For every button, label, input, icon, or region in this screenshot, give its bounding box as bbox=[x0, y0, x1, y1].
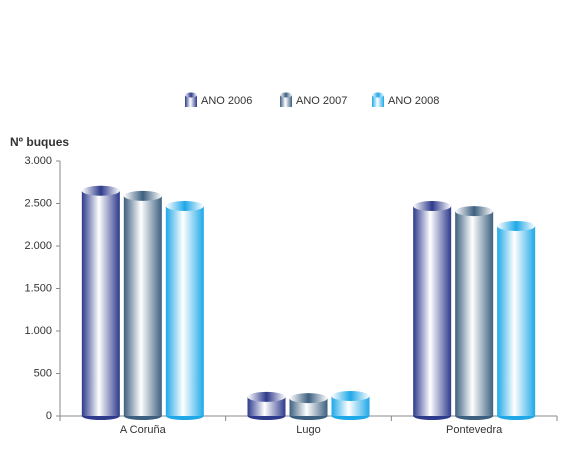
bar-top bbox=[247, 391, 286, 402]
bar bbox=[165, 206, 204, 416]
y-axis-title: Nº buques bbox=[10, 135, 69, 149]
legend-swatch bbox=[185, 95, 197, 107]
bar-top bbox=[81, 185, 120, 196]
bar bbox=[413, 206, 452, 416]
y-tick-label: 2.000 bbox=[24, 240, 52, 252]
bar-top bbox=[497, 221, 536, 232]
y-tick-label: 1.000 bbox=[24, 325, 52, 337]
bar bbox=[331, 396, 370, 416]
legend-label: ANO 2008 bbox=[388, 95, 439, 107]
bar-top bbox=[331, 391, 370, 402]
x-tick-label: Pontevedra bbox=[446, 424, 503, 436]
bar-top bbox=[165, 201, 204, 212]
legend-swatch-top bbox=[280, 92, 292, 98]
y-tick-label: 3.000 bbox=[24, 155, 52, 167]
legend-swatch bbox=[372, 95, 384, 107]
bar bbox=[289, 398, 328, 416]
bar bbox=[123, 195, 162, 416]
bar-top bbox=[289, 393, 328, 404]
legend-swatch bbox=[280, 95, 292, 107]
bar-top bbox=[413, 201, 452, 212]
y-tick-label: 0 bbox=[46, 410, 52, 422]
bar bbox=[497, 226, 536, 416]
legend-swatch-top bbox=[372, 92, 384, 98]
bar bbox=[455, 211, 494, 416]
y-tick-label: 2.500 bbox=[24, 197, 52, 209]
bar-top bbox=[455, 206, 494, 217]
legend-label: ANO 2007 bbox=[296, 95, 347, 107]
x-tick-label: A Coruña bbox=[120, 424, 167, 436]
bar bbox=[247, 396, 286, 416]
legend-label: ANO 2006 bbox=[201, 95, 252, 107]
bar-top bbox=[123, 190, 162, 201]
legend-swatch-top bbox=[185, 92, 197, 98]
y-tick-label: 500 bbox=[34, 367, 52, 379]
y-tick-label: 1.500 bbox=[24, 282, 52, 294]
bar bbox=[81, 190, 120, 416]
x-tick-label: Lugo bbox=[296, 424, 320, 436]
